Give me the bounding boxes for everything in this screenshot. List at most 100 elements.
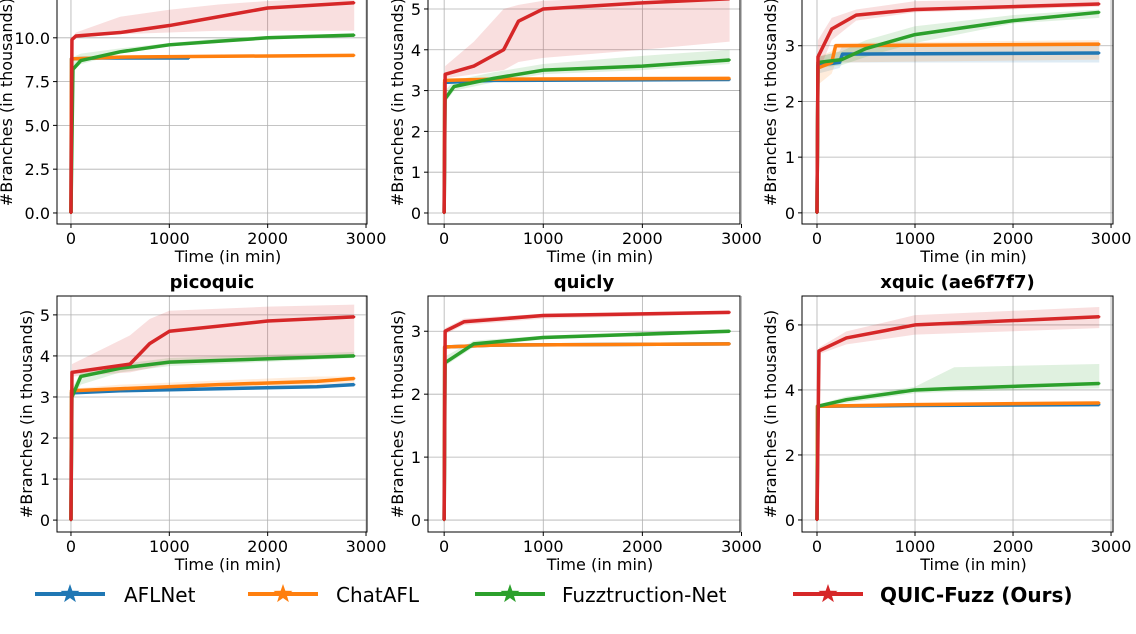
y-tick-label: 0.0 [25,204,50,223]
plot-frame [56,0,368,225]
data-point [442,211,446,215]
data-point [838,61,841,64]
y-tick-label: 4 [785,381,795,400]
subplot-title: picoquic [170,272,255,293]
data-point [69,211,73,215]
data-point [128,362,132,366]
data-point [315,380,319,383]
series-line-chatafl [442,76,730,213]
data-point [442,518,446,522]
subplot-1: 0 1000 2000 3000 0 1 2 3 4 5 Time (in min) #Branche… [388,0,762,266]
x-tick-label: 1000 [523,537,564,556]
data-point [1098,401,1101,405]
data-point [815,518,819,522]
confidence-band-2 [444,329,730,521]
y-tick-label: 0 [40,511,50,530]
series-line-aflnet [442,77,730,213]
legend-label: QUIC-Fuzz (Ours) [880,583,1073,607]
y-axis-label: #Branches (in thousands) [388,310,407,518]
y-tick-label: 2.5 [25,160,50,179]
data-point [542,68,545,72]
data-point [542,7,545,11]
data-point [542,336,545,339]
series-line-fuzztructionnet [69,33,355,213]
data-point [353,1,356,4]
data-point [472,64,476,68]
x-tick-label: 0 [812,537,822,556]
data-point [1098,11,1101,14]
x-tick-label: 3000 [1091,229,1132,248]
x-tick-label: 1000 [895,229,936,248]
data-point [118,387,122,390]
data-point [168,330,171,333]
x-tick-label: 2000 [622,229,663,248]
data-point [353,383,356,386]
series-line-aflnet [69,382,355,521]
data-point [70,371,74,374]
data-point [79,375,83,378]
confidence-band-3 [70,0,355,213]
confidence-band-1 [816,40,1100,213]
data-point [118,55,122,59]
data-point [816,55,820,59]
plot-frame [427,0,741,225]
data-point [492,343,495,347]
data-point [641,64,644,68]
plot-frame [801,0,1114,225]
x-tick-label: 3000 [721,229,762,248]
data-point [168,43,171,47]
data-point [502,48,505,51]
data-point [913,8,917,11]
y-tick-label: 5 [411,0,421,19]
data-point [1098,51,1101,55]
data-point [1098,2,1101,6]
y-tick-label: 2 [785,92,795,111]
x-axis-label: Time (in min) [174,247,282,266]
y-tick-label: 4 [40,347,50,366]
data-point [266,36,269,40]
confidence-band-2 [816,9,1100,213]
data-point [315,385,319,388]
data-point [728,330,731,333]
y-tick-label: 6 [785,316,795,335]
data-point [1011,19,1015,22]
series-line-aflnet [815,402,1100,520]
x-tick-label: 2000 [993,229,1034,248]
series-line-aflnet [815,51,1100,213]
data-point [353,315,356,319]
y-tick-label: 1 [411,448,421,467]
star-marker-icon [818,584,838,603]
y-tick-label: 2 [785,446,795,465]
x-tick-label: 1000 [149,229,190,248]
y-tick-label: 4 [411,41,421,60]
series-line-quicfuzzours [815,2,1100,213]
x-axis-label: Time (in min) [919,247,1027,266]
x-tick-label: 1000 [149,537,190,556]
data-point [353,354,356,358]
data-point [542,314,545,317]
data-point [913,403,917,406]
data-point [148,342,151,345]
plot-frame [427,295,741,533]
data-point [217,383,220,386]
data-point [953,387,956,390]
y-axis-label: #Branches (in thousands) [17,310,36,518]
data-point [641,1,644,5]
legend-item: AFLNet [35,583,196,607]
confidence-band-2 [816,363,1100,520]
y-tick-label: 10.0 [14,29,50,48]
data-point [913,388,917,392]
legend-item: Fuzztruction-Net [475,583,727,607]
y-tick-label: 2 [411,385,421,404]
data-point [452,85,456,88]
data-point [913,323,917,327]
x-tick-label: 0 [439,537,449,556]
data-point [217,40,220,43]
confidence-band-2 [70,33,355,213]
data-point [217,387,220,390]
y-tick-label: 1 [40,470,50,489]
data-point [728,58,731,62]
y-tick-label: 0 [785,204,795,223]
x-axis-label: Time (in min) [919,555,1027,574]
data-point [728,342,731,346]
